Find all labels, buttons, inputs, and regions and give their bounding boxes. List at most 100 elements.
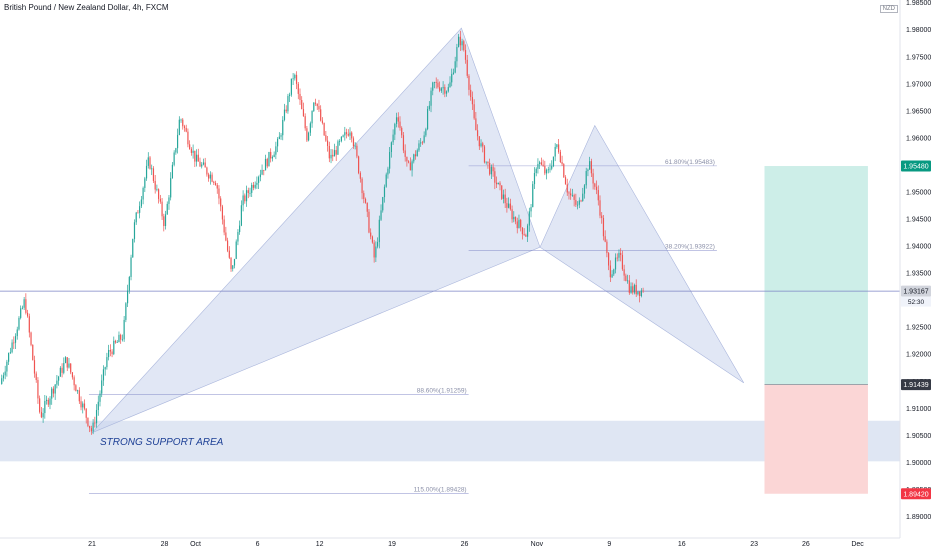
price-tick-label: 1.97000: [906, 81, 931, 88]
candle-body: [349, 132, 351, 136]
candle-body: [47, 399, 49, 405]
candle-body: [570, 193, 572, 196]
candle-body: [630, 286, 632, 293]
price-tag-box: [901, 285, 931, 297]
candle-body: [463, 41, 465, 51]
candle-body: [423, 135, 425, 143]
candle-body: [456, 47, 458, 62]
candle-body: [18, 317, 20, 330]
candle-body: [547, 169, 549, 171]
stop-zone: [764, 384, 868, 494]
candle-body: [311, 110, 313, 124]
candle-body: [447, 87, 449, 92]
candle-body: [37, 380, 39, 399]
candle-body: [192, 150, 194, 153]
candle-body: [430, 90, 432, 106]
candle-body: [270, 151, 272, 159]
candle-body: [535, 168, 537, 173]
candle-body: [295, 74, 298, 84]
candle-body: [576, 204, 579, 206]
candle-body: [518, 219, 520, 229]
candle-body: [299, 93, 301, 100]
candle-body: [147, 157, 149, 166]
candle-body: [489, 162, 491, 175]
price-tag-box: [901, 160, 931, 172]
candle-body: [633, 284, 636, 293]
candle-body: [582, 193, 584, 201]
price-axis-bg: [900, 0, 932, 550]
candle-body: [525, 234, 527, 237]
candle-body: [468, 75, 470, 90]
candle-body: [254, 184, 256, 188]
candle-body: [473, 104, 475, 119]
candle-body: [304, 116, 306, 129]
time-tick-label: 19: [388, 541, 396, 548]
candle-body: [437, 82, 439, 88]
candle-body: [164, 214, 167, 227]
candle-body: [421, 142, 424, 144]
candle-body: [92, 422, 94, 432]
candle-body: [175, 148, 177, 153]
candle-body: [211, 174, 213, 182]
candle-body: [520, 219, 522, 228]
fib-label: 38.20%(1.93922): [665, 243, 715, 250]
candle-body: [583, 185, 586, 194]
candle-body: [530, 207, 532, 212]
harmonic-pattern[interactable]: [91, 27, 745, 433]
candle-body: [173, 152, 175, 165]
candle-body: [294, 74, 296, 79]
candle-body: [118, 334, 120, 343]
candle-body: [280, 135, 282, 137]
candle-body: [378, 219, 380, 243]
chart-title: British Pound / New Zealand Dollar, 4h, …: [4, 3, 169, 12]
candle-body: [185, 127, 187, 132]
candle-body: [225, 232, 227, 241]
candle-body: [161, 201, 163, 217]
candle-body: [71, 372, 74, 378]
candle-body: [466, 59, 468, 76]
candle-body: [106, 357, 108, 368]
candle-body: [480, 143, 482, 147]
candle-body: [289, 94, 291, 97]
candle-body: [326, 140, 329, 147]
candle-body: [49, 398, 51, 405]
candle-body: [199, 161, 201, 167]
candle-body: [102, 369, 105, 381]
price-tag-text: 1.93167: [903, 289, 928, 296]
candle-body: [176, 134, 179, 149]
candle-body: [554, 146, 556, 157]
countdown-text: 52:30: [908, 299, 925, 306]
candle-body: [306, 128, 308, 141]
price-tick-label: 1.90500: [906, 433, 931, 440]
candle-body: [251, 184, 253, 193]
candle-body: [426, 108, 429, 130]
candle-body: [539, 162, 541, 164]
candle-body: [206, 167, 208, 175]
candle-body: [145, 165, 148, 179]
candle-body: [256, 182, 258, 185]
candle-body: [130, 257, 132, 277]
candle-body: [602, 217, 605, 237]
candle-body: [635, 284, 637, 295]
candle-body: [330, 154, 332, 159]
candle-body: [309, 123, 311, 133]
candle-body: [321, 120, 324, 123]
candle-body: [82, 403, 84, 408]
time-tick-label: 26: [802, 541, 810, 548]
price-tag-text: 1.95480: [903, 164, 928, 171]
long-position[interactable]: [764, 166, 868, 494]
candle-body: [495, 182, 498, 185]
candle-body: [209, 174, 211, 179]
candle-body: [314, 102, 317, 104]
candle-body: [521, 227, 524, 235]
candle-body: [464, 50, 467, 60]
candle-body: [144, 178, 146, 188]
candle-body: [559, 151, 561, 163]
price-tick-label: 1.89000: [906, 514, 931, 521]
candle-body: [558, 144, 560, 152]
candle-body: [335, 150, 337, 155]
candle-body: [551, 166, 553, 169]
candle-body: [451, 74, 453, 83]
